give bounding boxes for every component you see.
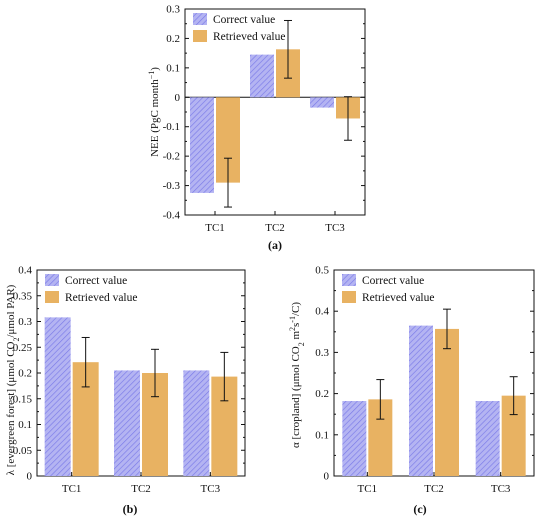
plot-area-b: 0 0.05 0.1 0.15 0.2 0.25 0.3 0.35 0.4 TC1 TC2 TC3 Co… — [13, 265, 246, 495]
y-tick-label: 0.1 — [315, 429, 329, 441]
y-tick-label: 0.3 — [315, 347, 329, 359]
y-tick-label: 0.35 — [13, 290, 33, 302]
bar-correct-value — [475, 401, 500, 476]
y-tick-label: 0.15 — [13, 393, 33, 405]
legend-label-retrieved: Retrieved value — [65, 292, 137, 304]
y-tick-label: 0.2 — [166, 33, 180, 45]
x-tick-label: TC2 — [131, 483, 151, 495]
chart-panel-b: 0 0.05 0.1 0.15 0.2 0.25 0.3 0.35 0.4 TC1 TC2 TC3 Co… — [5, 265, 246, 516]
legend-swatch-correct — [193, 13, 207, 25]
legend-label-correct: Correct value — [362, 275, 424, 287]
panel-label-c: (c) — [413, 502, 426, 516]
y-tick-label: 0.4 — [315, 306, 329, 318]
chart-panel-a: -0.4 -0.3 -0.2 -0.1 0 0.1 0.2 0.3 TC1 TC2 TC3 Corre… — [147, 4, 366, 252]
y-axis-label-b: λ [evergreen forest] (μmol CO2/μmol PAR) — [5, 284, 21, 475]
bar-retrieved-value — [435, 328, 459, 476]
plot-area-c: 0 0.1 0.2 0.3 0.4 0.5 TC1 TC2 TC3 Correct value Re… — [315, 265, 535, 495]
legend-swatch-correct — [45, 274, 59, 286]
bar-correct-value — [114, 370, 140, 476]
bar-correct-value — [342, 401, 367, 476]
y-tick-label: 0.5 — [315, 265, 329, 277]
bar-correct-value — [44, 317, 71, 476]
y-tick-label: -0.3 — [163, 180, 181, 192]
y-tick-label: 0 — [175, 92, 181, 104]
y-axis-label-c: α [cropland] (μmol CO2 m2s-1/C) — [288, 302, 306, 448]
y-tick-label: -0.4 — [163, 210, 181, 222]
y-tick-label: 0 — [27, 471, 33, 483]
panel-label-b: (b) — [123, 502, 138, 516]
legend-swatch-retrieved — [342, 291, 356, 303]
y-tick-label: 0.3 — [18, 316, 32, 328]
legend-label-correct: Correct value — [213, 14, 275, 26]
y-axis-label-a: NEE (PgC month−1) — [147, 67, 162, 157]
plot-area-a: -0.4 -0.3 -0.2 -0.1 0 0.1 0.2 0.3 TC1 TC2 TC3 Corre… — [163, 4, 366, 234]
x-tick-label: TC3 — [325, 222, 345, 234]
y-tick-label: 0.1 — [18, 419, 32, 431]
x-tick-label: TC2 — [265, 222, 285, 234]
bar-correct-value — [183, 370, 210, 476]
legend-swatch-correct — [342, 274, 356, 286]
x-tick-label: TC1 — [358, 483, 378, 495]
x-tick-label: TC2 — [424, 483, 444, 495]
bar-retrieved-value — [501, 395, 526, 476]
y-tick-label: 0 — [324, 471, 330, 483]
legend-label-retrieved: Retrieved value — [213, 31, 285, 43]
bar-correct-value — [250, 54, 274, 98]
y-tick-label: -0.1 — [163, 121, 180, 133]
y-tick-label: -0.2 — [163, 151, 180, 163]
panel-label-a: (a) — [268, 238, 282, 252]
legend-swatch-retrieved — [193, 30, 207, 42]
y-tick-label: 0.25 — [13, 342, 33, 354]
y-tick-label: 0.05 — [13, 445, 33, 457]
bar-correct-value — [190, 97, 214, 193]
bar-correct-value — [310, 97, 334, 108]
legend-label-correct: Correct value — [65, 275, 127, 287]
y-tick-label: 0.3 — [166, 4, 180, 16]
y-tick-label: 0.4 — [18, 265, 32, 277]
x-tick-label: TC3 — [201, 483, 221, 495]
x-tick-label: TC1 — [205, 222, 225, 234]
x-tick-label: TC1 — [62, 483, 82, 495]
bar-correct-value — [409, 325, 433, 476]
x-tick-label: TC3 — [491, 483, 511, 495]
y-tick-label: 0.1 — [166, 62, 180, 74]
y-tick-label: 0.2 — [315, 388, 329, 400]
y-tick-label: 0.2 — [18, 368, 32, 380]
legend-swatch-retrieved — [45, 291, 59, 303]
chart-panel-c: 0 0.1 0.2 0.3 0.4 0.5 TC1 TC2 TC3 Correct value Re… — [288, 265, 535, 516]
legend-label-retrieved: Retrieved value — [362, 292, 434, 304]
